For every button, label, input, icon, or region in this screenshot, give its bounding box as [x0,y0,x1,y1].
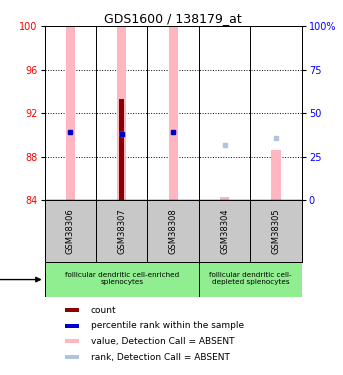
Bar [119,99,124,200]
FancyBboxPatch shape [199,262,302,297]
Text: cell type: cell type [0,274,40,285]
FancyBboxPatch shape [147,200,199,262]
Bar [117,26,126,200]
FancyBboxPatch shape [45,200,96,262]
Bar [65,308,79,312]
Text: rank, Detection Call = ABSENT: rank, Detection Call = ABSENT [91,352,230,362]
FancyBboxPatch shape [96,200,147,262]
FancyBboxPatch shape [199,200,250,262]
Text: GSM38306: GSM38306 [66,209,75,254]
Text: follicular dendritic cell-enriched
splenocytes: follicular dendritic cell-enriched splen… [64,272,179,285]
Bar [66,26,75,200]
Text: percentile rank within the sample: percentile rank within the sample [91,321,244,330]
Text: GSM38308: GSM38308 [169,209,178,254]
Bar [272,150,281,200]
Bar [220,197,229,200]
Text: GSM38307: GSM38307 [117,209,126,254]
Text: GSM38305: GSM38305 [272,209,281,254]
Text: count: count [91,306,117,315]
Bar [65,324,79,328]
Title: GDS1600 / 138179_at: GDS1600 / 138179_at [104,12,242,25]
Text: GSM38304: GSM38304 [220,209,229,254]
Bar [65,339,79,344]
Bar [65,355,79,359]
FancyBboxPatch shape [45,262,199,297]
Text: value, Detection Call = ABSENT: value, Detection Call = ABSENT [91,337,234,346]
FancyBboxPatch shape [250,200,302,262]
Text: follicular dendritic cell-
depleted splenocytes: follicular dendritic cell- depleted sple… [209,272,292,285]
Bar [169,26,178,200]
